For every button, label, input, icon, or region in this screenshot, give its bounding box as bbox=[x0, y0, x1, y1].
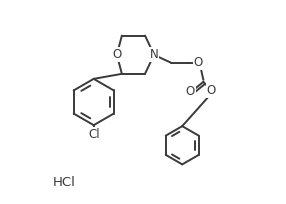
Text: HCl: HCl bbox=[52, 176, 75, 189]
Text: O: O bbox=[186, 85, 195, 99]
Text: N: N bbox=[150, 48, 158, 61]
Text: O: O bbox=[112, 48, 122, 61]
Text: Cl: Cl bbox=[88, 128, 100, 141]
Text: O: O bbox=[207, 84, 216, 97]
Text: O: O bbox=[194, 56, 203, 69]
